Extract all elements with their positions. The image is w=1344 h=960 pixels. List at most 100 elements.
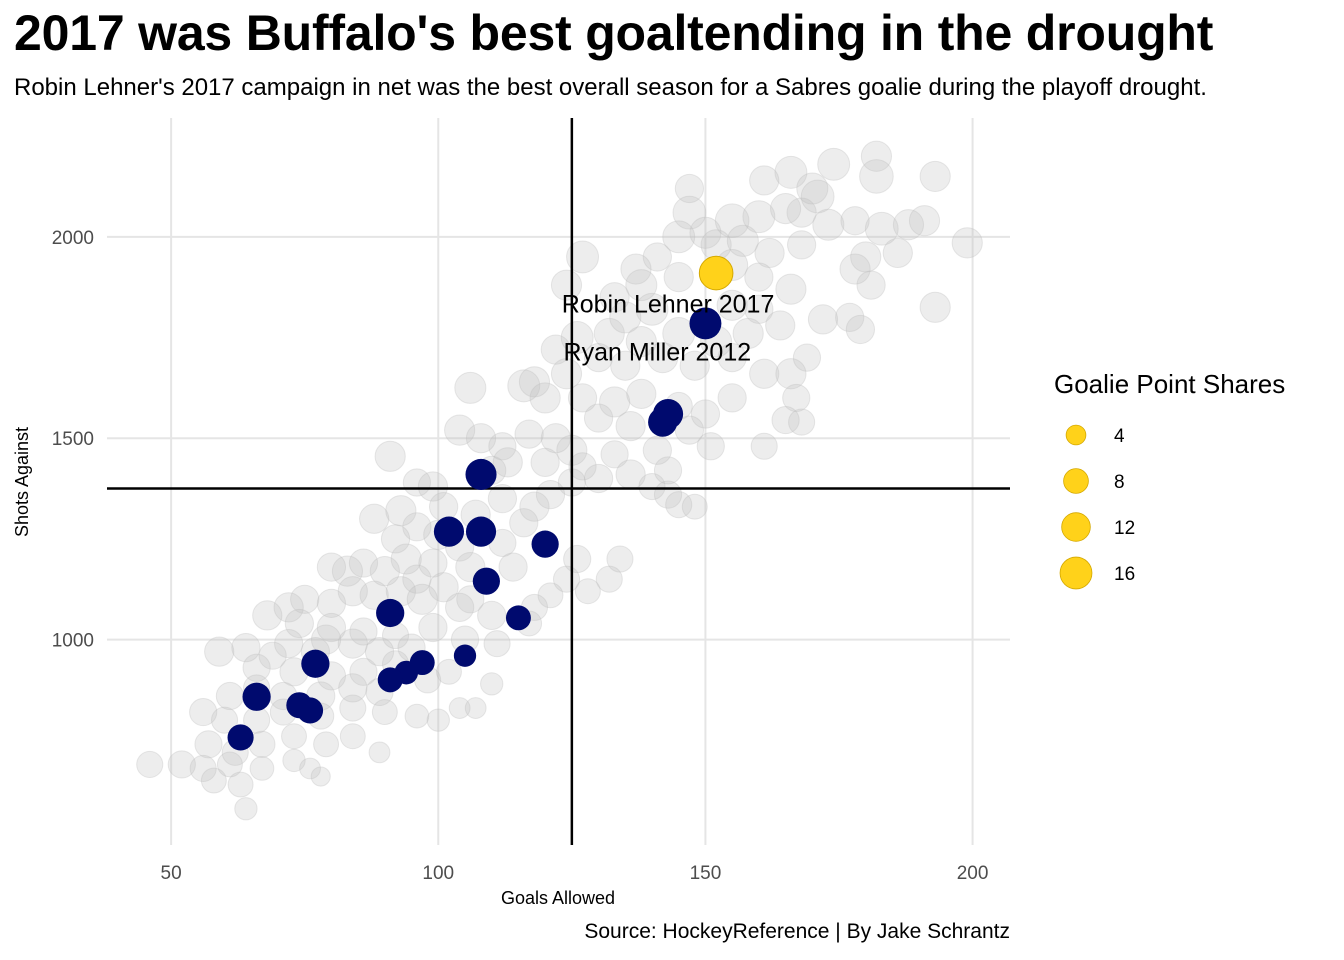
other-goalie-point <box>850 241 882 273</box>
other-goalie-point <box>242 653 271 682</box>
legend-key <box>1061 512 1091 542</box>
other-goalie-point <box>567 383 598 413</box>
other-goalie-point <box>800 179 835 214</box>
sabres-goalie-point <box>242 682 271 711</box>
other-goalie-point <box>337 576 368 607</box>
sabres-goalie-point <box>301 649 330 678</box>
other-goalie-point <box>444 414 476 446</box>
grid-lines <box>107 118 1010 845</box>
other-goalie-point <box>835 302 865 332</box>
x-tick-label: 200 <box>957 863 989 884</box>
other-goalie-point <box>690 399 721 429</box>
other-goalie-point <box>859 159 894 194</box>
other-goalie-point <box>840 206 870 236</box>
other-goalie-point <box>338 673 368 703</box>
axis-ticks: 50 100 150 200 1000 1500 2000 <box>52 228 989 884</box>
sabres-goalie-point <box>648 407 678 437</box>
sabres-goalie-point <box>296 697 324 724</box>
chart-subtitle: Robin Lehner's 2017 campaign in net was … <box>14 74 1207 101</box>
legend-title: Goalie Point Shares <box>1054 369 1285 399</box>
other-goalie-point <box>714 203 750 239</box>
other-goalie-point <box>456 585 485 614</box>
other-goalie-point <box>609 301 642 334</box>
other-goalie-point <box>864 211 899 246</box>
other-goalie-point <box>665 491 693 519</box>
other-goalie-point <box>477 600 507 631</box>
other-goalie-point <box>136 750 164 778</box>
sabres-goalie-point <box>505 605 531 631</box>
other-goalie-point <box>227 771 254 798</box>
other-goalie-point <box>404 703 430 729</box>
other-goalie-point <box>390 543 422 575</box>
other-goalie-point <box>249 756 275 781</box>
other-goalie-point <box>310 766 331 787</box>
other-goalie-point <box>316 612 347 643</box>
sabres-goalie-point <box>376 598 405 628</box>
other-goalie-point <box>215 681 244 711</box>
other-goalie-point <box>774 155 808 189</box>
other-goalie-point <box>234 797 258 821</box>
other-goalie-point <box>566 240 600 274</box>
x-tick-label: 50 <box>161 863 182 884</box>
other-goalie-point <box>514 419 544 449</box>
other-goalie-point <box>620 253 652 285</box>
other-goalie-point <box>672 195 707 230</box>
other-goalie-point <box>742 200 776 234</box>
other-goalie-point <box>498 552 528 582</box>
highlight-point-group <box>698 255 734 291</box>
other-goalie-point <box>653 456 683 485</box>
other-goalie-point <box>435 658 462 685</box>
other-goalie-point <box>368 741 391 764</box>
other-goalie-point <box>638 472 666 501</box>
other-goalie-point <box>625 269 658 302</box>
other-goalie-point <box>919 291 951 323</box>
other-goalie-point <box>282 748 306 773</box>
legend-label: 4 <box>1114 426 1125 447</box>
other-goalie-point <box>845 314 876 345</box>
other-goalie-point <box>331 555 364 587</box>
other-goalie-point <box>563 544 592 574</box>
other-goalie-point <box>210 706 239 734</box>
other-goalie-point <box>839 253 871 285</box>
sabres-goalie-point <box>377 667 403 693</box>
other-goalie-point <box>231 633 261 663</box>
other-goalie-point <box>679 350 710 381</box>
other-goalie-point <box>856 270 886 300</box>
other-goalie-point <box>540 334 571 365</box>
other-goalie-point <box>770 193 802 225</box>
other-goalie-point <box>364 637 395 667</box>
other-goalie-point <box>380 524 411 554</box>
other-goalie-point <box>642 242 672 272</box>
other-goalie-point <box>662 220 696 254</box>
other-goalie-point <box>385 495 417 527</box>
other-goalie-point <box>771 405 800 435</box>
other-goalie-point <box>765 310 796 341</box>
y-tick-label: 1500 <box>52 429 94 450</box>
other-goalie-point <box>626 378 657 410</box>
highlight-point <box>698 255 734 291</box>
other-goalie-point <box>749 165 780 196</box>
chart-caption: Source: HockeyReference | By Jake Schran… <box>584 920 1010 943</box>
other-goalie-point <box>642 435 672 465</box>
legend-key <box>1063 468 1089 494</box>
other-goalie-point <box>595 565 623 593</box>
other-goalie-point <box>519 491 550 522</box>
other-goalie-point <box>681 493 708 520</box>
other-goalie-point <box>792 343 822 372</box>
other-goalie-point <box>204 636 235 667</box>
other-goalie-point <box>919 160 951 192</box>
other-goalie-point <box>284 608 314 639</box>
other-goalie-point <box>782 383 811 413</box>
other-goalie-point <box>316 588 347 618</box>
other-goalie-point <box>428 572 459 603</box>
other-goalie-point <box>509 508 539 538</box>
other-goalie-point <box>281 723 307 750</box>
other-goalie-point <box>189 697 218 727</box>
other-goalie-point <box>550 269 583 301</box>
other-goalie-point <box>583 343 614 373</box>
other-goalie-point <box>717 383 747 413</box>
other-goalie-point <box>951 227 983 259</box>
other-goalie-point <box>348 548 379 578</box>
other-goalie-point <box>560 321 594 354</box>
other-goalie-point <box>530 447 560 477</box>
